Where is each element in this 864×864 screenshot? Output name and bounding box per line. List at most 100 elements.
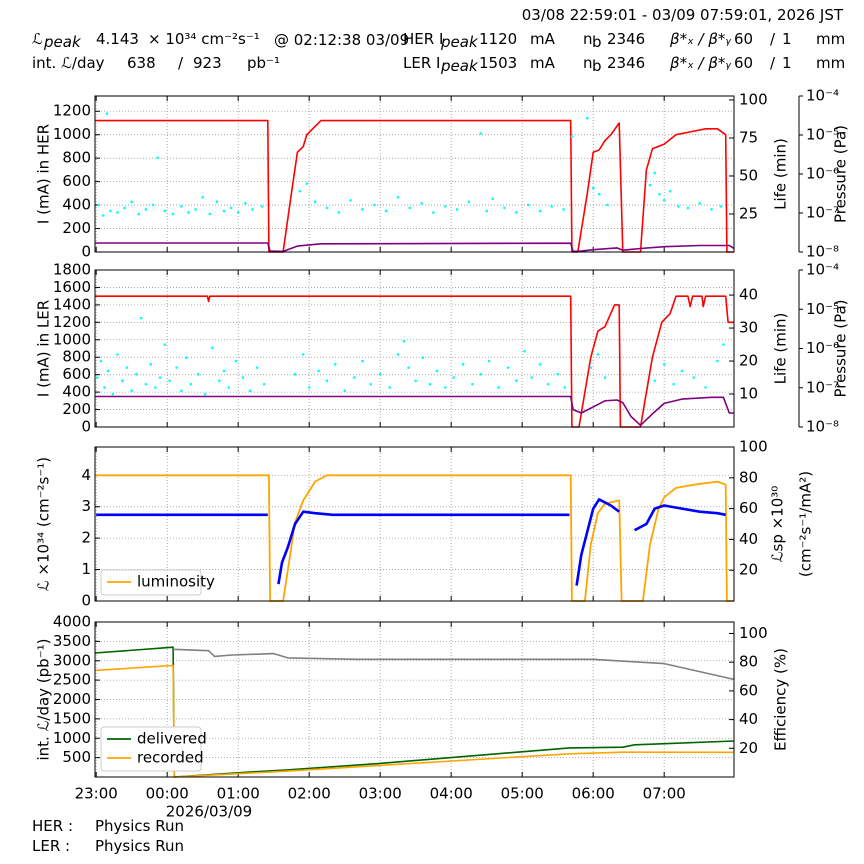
series-point [305,182,309,185]
legend-box [100,726,202,772]
series-point [414,379,417,383]
y2-tick-label: 60 [739,681,758,699]
y-tick-label: 800 [62,149,91,167]
legend-label: luminosity [137,573,215,591]
series-line [96,498,726,586]
series-point [653,379,657,383]
x-tick-label: 04:00 [430,785,473,803]
series-point [313,200,317,204]
series-point [719,205,723,208]
y3-tick-label: 10⁻⁴ [806,261,839,279]
series-point [372,203,376,207]
ring-beta-sep: / [770,54,776,72]
series-point [361,208,364,211]
series-point [234,359,238,363]
series-point [222,369,226,373]
series-point [189,382,193,386]
y2-tick-label: 10 [739,385,758,403]
x-tick-label: 06:00 [572,785,615,803]
y2-tick-label: 20 [739,352,758,370]
series-point [402,339,406,343]
series-point [396,353,400,356]
ring-beta-unit: mm [816,54,845,72]
series-point [538,363,542,366]
series-point [217,379,221,383]
series-point [184,356,188,360]
y-tick-label: 1600 [53,278,91,296]
int-lumi-unit: pb⁻¹ [247,54,280,72]
series-point [514,379,518,383]
series-line [94,664,735,778]
int-lumi-recorded: 638 [127,54,156,72]
ring-current-unit: mA [530,54,556,72]
y-axis-label: ℒ ×10³⁴ (cm⁻²s⁻¹) [35,457,53,591]
series-point [378,372,382,376]
y3-tick-label: 10⁻⁷ [806,204,839,222]
y-axis-label: I (mA) in LER [35,300,53,397]
y3-tick-label: 10⁻⁸ [806,243,839,261]
series-point [662,199,666,202]
series-point [591,186,595,190]
series-point [435,369,439,373]
series-point [156,156,160,160]
series-point [461,363,465,366]
series-point [710,208,713,211]
series-point [562,208,565,211]
series-point [704,386,707,389]
series-point [658,192,661,196]
y3-tick-label: 10⁻⁵ [806,126,839,144]
series-point [180,205,183,208]
series-point [343,389,346,393]
x-tick-label: 01:00 [217,785,260,803]
series-point [260,205,264,208]
int-lumi-label: int. ℒ/day [32,54,105,72]
legend-label: recorded [137,749,204,767]
series-point [130,389,133,393]
series-point [546,382,550,386]
series-point [116,211,119,214]
series-point [722,343,725,346]
y3-axis-label: Pressure (Pa) [832,125,850,223]
series-point [307,386,311,389]
series-point [497,386,500,389]
series-point [203,392,207,396]
y-tick-label: 1500 [53,709,91,727]
ring-beta-x: 60 [734,54,753,72]
series-point [109,209,112,213]
y-tick-label: 400 [62,196,91,214]
ring-nb-sub: b [592,33,602,51]
series-point [163,209,167,213]
series-point [653,171,657,175]
series-point [698,202,701,205]
y-tick-label: 3 [81,497,91,515]
ring-label: LER I [403,54,440,72]
series-point [503,206,506,210]
y2-tick-label: 25 [739,204,758,222]
series-point [210,346,214,350]
series-point [135,372,138,376]
series-point [556,372,559,376]
series-point [125,366,129,369]
series-point [550,205,554,208]
series-point [452,376,455,379]
series-point [201,195,204,199]
x-tick-label: 05:00 [501,785,544,803]
y-tick-label: 0 [81,592,91,610]
y-tick-label: 2500 [53,671,91,689]
ring-nb: n [583,30,593,48]
plot-frame [94,621,735,778]
x-tick-label: 03:00 [359,785,402,803]
series-point [388,386,391,389]
y2-tick-label: 100 [739,624,768,642]
ring-label-sub: peak [440,33,479,51]
series-point [603,376,607,379]
ring-current: 1120 [479,30,517,48]
series-point [149,363,152,366]
y-tick-label: 200 [62,400,91,418]
y-tick-label: 1000 [53,125,91,143]
series-point [151,203,155,207]
series-point [215,200,219,204]
series-point [585,116,589,120]
series-point [236,211,240,214]
y-tick-label: 0 [81,243,91,261]
